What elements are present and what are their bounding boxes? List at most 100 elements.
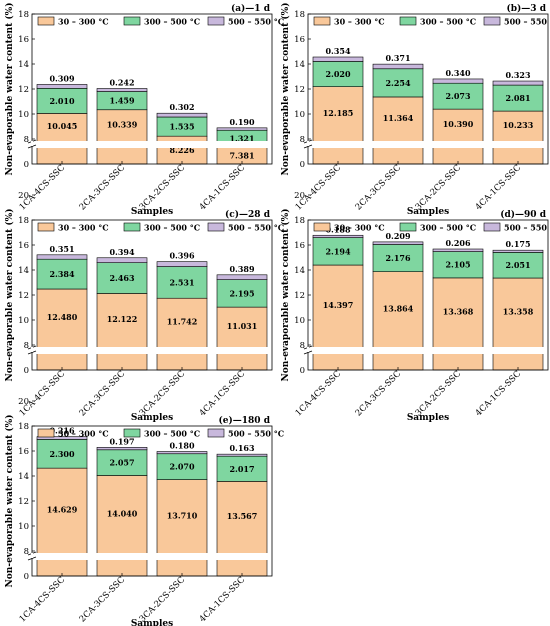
data-label: 8.226 [169, 145, 194, 155]
data-label: 11.031 [227, 321, 258, 331]
y-tick-label: 0 [24, 366, 29, 376]
data-label: 13.358 [503, 307, 534, 317]
data-label: 1.321 [229, 133, 254, 143]
data-label: 0.354 [325, 46, 350, 56]
bar-segment [372, 96, 424, 165]
legend-label: 30 – 300 °C [58, 17, 109, 27]
data-label: 2.384 [49, 269, 74, 279]
y-tick-label: 16 [294, 241, 305, 251]
y-tick-label: 8 [300, 341, 305, 351]
y-tick-label: 8 [24, 547, 29, 557]
x-tick-label: 4CA-1CS-SSC [198, 369, 247, 418]
data-label: 14.040 [107, 508, 138, 518]
bar-segment [432, 248, 484, 252]
y-tick-label: 12 [18, 291, 29, 301]
y-tick-label: 16 [18, 447, 29, 457]
bar-segment [372, 68, 424, 98]
legend-swatch [399, 222, 417, 232]
data-label: 13.368 [443, 306, 474, 316]
bar-segment [36, 288, 88, 371]
legend-swatch [123, 16, 141, 26]
x-tick-label: 4CA-1CS-SSC [198, 575, 247, 624]
data-label: 10.233 [503, 120, 534, 130]
bar-segment [156, 297, 208, 371]
data-label: 10.390 [443, 119, 474, 129]
data-label: 0.323 [505, 70, 530, 80]
bar-segment [96, 475, 148, 577]
data-label: 0.371 [385, 53, 410, 63]
data-label: 0.242 [109, 78, 134, 88]
y-tick-label: 18 [18, 422, 29, 432]
data-label: 0.389 [229, 264, 254, 274]
y-tick-label: 8 [24, 341, 29, 351]
y-tick-label: 14 [18, 60, 29, 70]
legend-swatch [483, 16, 501, 26]
legend-label: 500 – 550 °C [228, 223, 284, 233]
y-axis-title: Non-evaporable water content (%) [280, 209, 291, 382]
bar-segment [432, 108, 484, 165]
data-label: 2.057 [109, 458, 134, 468]
bar-segment [432, 277, 484, 371]
legend-swatch [313, 16, 331, 26]
legend-swatch [399, 16, 417, 26]
data-label: 2.020 [325, 69, 350, 79]
y-tick-label: 16 [294, 35, 305, 45]
axis-break-band [33, 347, 271, 354]
data-label: 12.122 [107, 314, 138, 324]
y-tick-label: 18 [294, 10, 305, 20]
data-label: 1.459 [109, 96, 134, 106]
bar-segment [156, 261, 208, 267]
x-axis-title: Samples [131, 207, 173, 217]
bar-segment [492, 80, 544, 86]
bar-segment [36, 439, 88, 469]
x-tick-label: 1CA-4CS-SSC [18, 369, 67, 418]
y-tick-label: 14 [18, 266, 29, 276]
y-axis-title: Non-evaporable water content (%) [4, 209, 15, 382]
panel-title: (c)—28 d [225, 209, 271, 220]
data-label: 0.206 [445, 238, 470, 248]
data-label: 0.216 [49, 426, 74, 436]
x-tick-label: 4CA-1CS-SSC [474, 369, 523, 418]
axis-break-gap [31, 141, 33, 146]
bar-segment [96, 257, 148, 263]
bar-segment [96, 109, 148, 165]
x-tick-label: 4CA-1CS-SSC [198, 163, 247, 212]
bar-segment [216, 306, 268, 371]
data-label: 0.163 [229, 443, 254, 453]
x-tick-label: 2CA-3CS-SSC [78, 369, 127, 418]
legend-swatch [37, 16, 55, 26]
y-tick-label: 20 [18, 397, 29, 407]
data-label: 11.742 [167, 317, 198, 327]
y-tick-label: 14 [294, 266, 305, 276]
x-tick-label: 2CA-3CS-SSC [78, 163, 127, 212]
bar-segment [432, 82, 484, 110]
data-label: 2.176 [385, 253, 410, 263]
data-label: 1.535 [169, 122, 194, 132]
panel-title: (d)—90 d [500, 209, 546, 220]
data-label: 2.017 [229, 464, 254, 474]
legend-label: 300 – 500 °C [420, 223, 476, 233]
data-label: 12.480 [47, 312, 78, 322]
data-label: 10.339 [107, 119, 138, 129]
y-tick-label: 12 [294, 85, 305, 95]
data-label: 13.864 [383, 303, 414, 313]
data-label: 13.710 [167, 510, 198, 520]
bar-segment [36, 258, 88, 290]
y-tick-label: 12 [18, 497, 29, 507]
legend-label: 500 – 550 °C [228, 429, 284, 439]
x-axis-title: Samples [407, 413, 449, 423]
bar-segment [492, 249, 544, 253]
y-tick-label: 18 [18, 10, 29, 20]
data-label: 2.081 [505, 93, 530, 103]
bar-segment [216, 453, 268, 457]
x-tick-label: 1CA-4CS-SSC [18, 163, 67, 212]
legend-swatch [313, 222, 331, 232]
y-tick-label: 18 [294, 216, 305, 226]
data-label: 0.302 [169, 102, 194, 112]
data-label: 0.396 [169, 251, 194, 261]
legend-label: 300 – 500 °C [144, 17, 200, 27]
bar-segment [36, 113, 88, 165]
y-tick-label: 16 [18, 35, 29, 45]
bar-segment [36, 84, 88, 89]
bar-segment [96, 88, 148, 92]
